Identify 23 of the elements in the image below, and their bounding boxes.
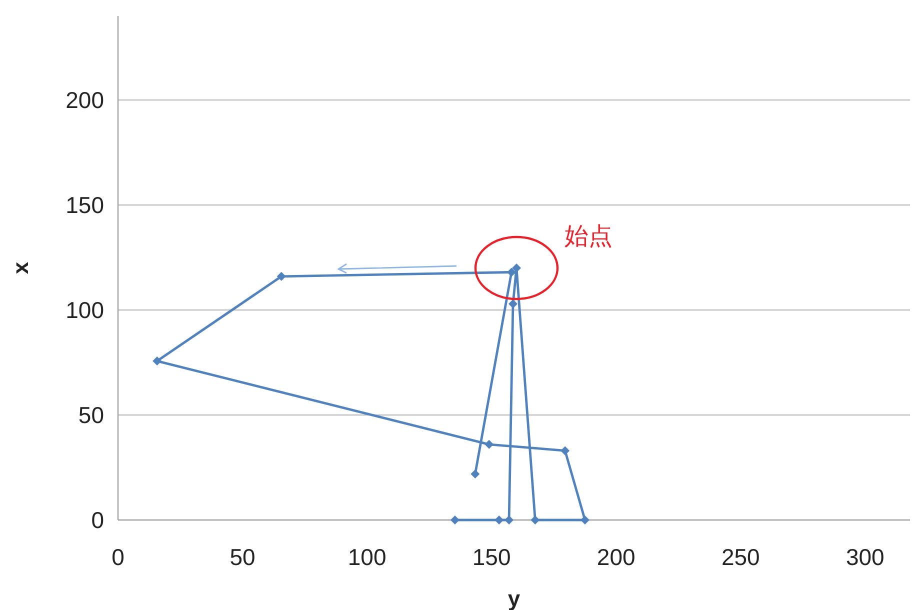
x-tick-label: 0 [112,544,124,570]
y-tick-label: 50 [78,402,104,428]
y-axis-title: x [8,261,33,274]
x-tick-label: 150 [472,544,511,570]
point [508,299,518,308]
y-tick-label: 200 [66,87,104,113]
point [484,440,494,449]
y-tick-label: 0 [91,507,104,533]
point [276,272,286,281]
x-tick-label: 250 [721,544,760,570]
x-tick-label: 300 [846,544,884,570]
x-tick-label: 50 [230,544,256,570]
x-tick-label: 100 [348,544,386,570]
x-tick-label: 200 [596,544,636,570]
y-tick-label: 100 [66,297,104,323]
point [152,356,162,366]
point [450,516,460,524]
y-tick-label: 150 [66,192,104,218]
point [504,516,514,524]
point [512,264,521,272]
point [470,470,480,479]
point [560,446,570,456]
annotation: 始点 [564,223,612,250]
